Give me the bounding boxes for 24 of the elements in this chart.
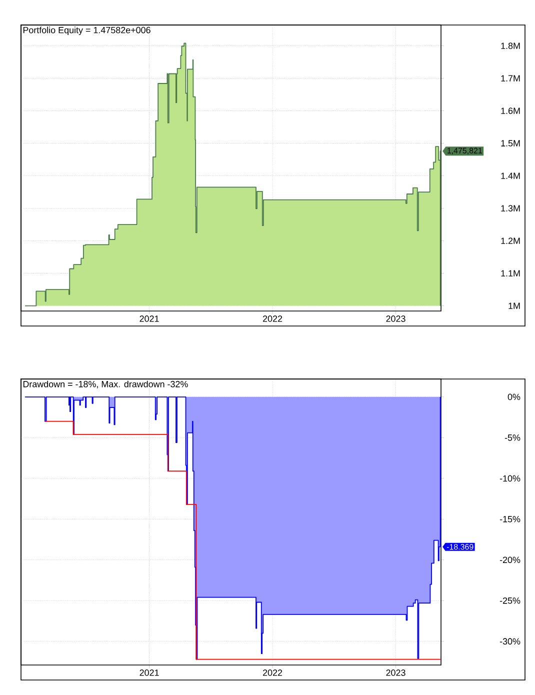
- x-tick-label: 2021: [140, 670, 159, 676]
- chart-title: Drawdown = -18%, Max. drawdown -32%: [23, 380, 188, 388]
- y-tick-label: -30%: [500, 638, 520, 645]
- x-tick-label: 2021: [140, 316, 159, 322]
- x-tick-label: 2023: [386, 670, 406, 676]
- y-tick-label: -5%: [504, 434, 520, 441]
- x-tick-label: 2023: [386, 316, 406, 322]
- chart-title: Portfolio Equity = 1.47582e+006: [23, 26, 150, 36]
- y-tick-label: -10%: [500, 475, 520, 482]
- y-tick-label: 1.6M: [501, 108, 520, 114]
- y-tick-label: 1.7M: [501, 75, 520, 82]
- y-tick-label: 1.8M: [501, 42, 520, 49]
- y-tick-label: 1M: [508, 302, 520, 309]
- y-tick-label: 1.1M: [501, 270, 520, 276]
- x-tick-label: 2022: [263, 316, 282, 322]
- y-tick-label: 0%: [508, 394, 520, 400]
- y-tick-label: 1.3M: [501, 205, 520, 212]
- y-tick-label: 1.2M: [501, 238, 520, 244]
- x-tick-label: 2022: [263, 670, 282, 676]
- y-tick-label: -15%: [500, 516, 520, 522]
- y-tick-label: 1.5M: [501, 140, 520, 146]
- y-tick-label: 1.4M: [501, 172, 520, 179]
- y-tick-label: -25%: [500, 597, 520, 604]
- y-tick-label: -20%: [500, 556, 520, 564]
